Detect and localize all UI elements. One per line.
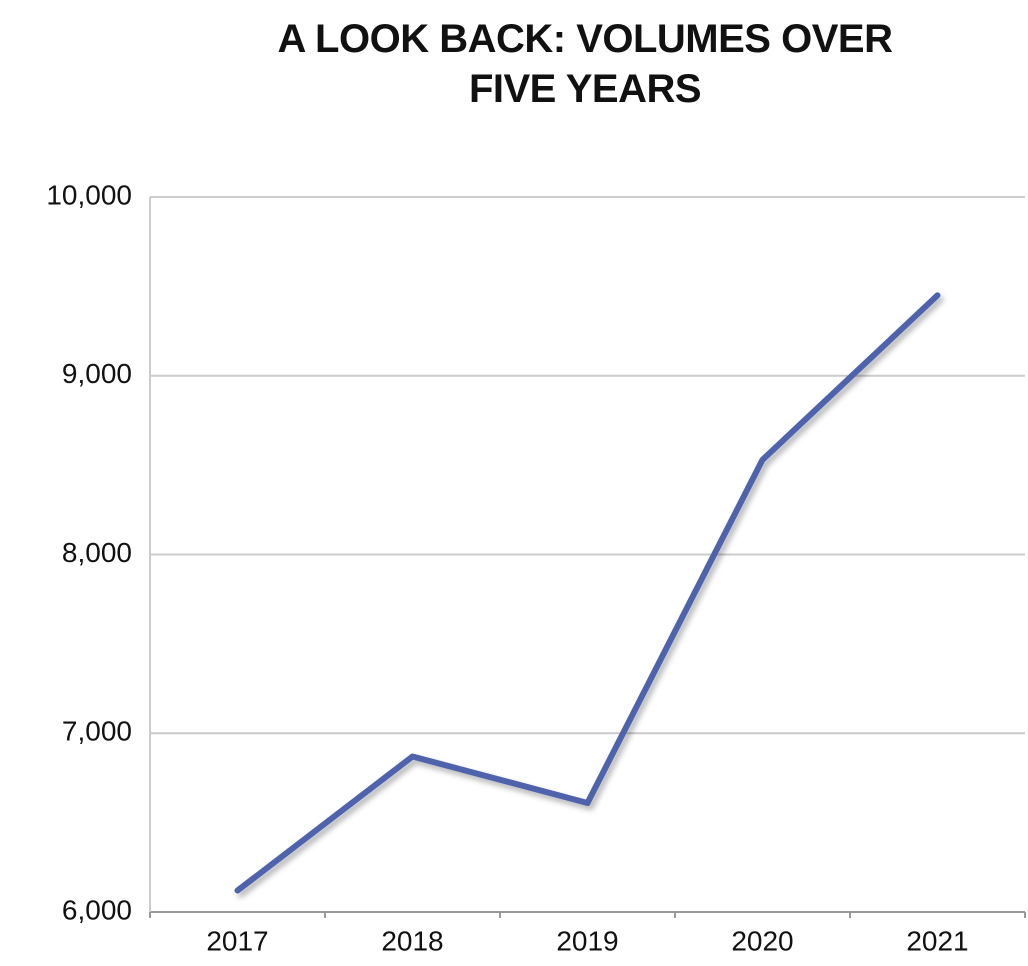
x-tick-label: 2020: [731, 925, 793, 956]
x-tick-label: 2017: [206, 925, 268, 956]
y-tick-label: 6,000: [62, 894, 132, 925]
y-tick-label: 9,000: [62, 358, 132, 389]
y-tick-label: 10,000: [46, 179, 132, 210]
y-tick-label: 8,000: [62, 537, 132, 568]
x-tick-label: 2018: [381, 925, 443, 956]
x-tick-label: 2019: [556, 925, 618, 956]
x-tick-label: 2021: [906, 925, 968, 956]
line-series: [234, 292, 941, 894]
y-tick-label: 7,000: [62, 716, 132, 747]
chart-title: A LOOK BACK: VOLUMES OVER FIVE YEARS: [277, 17, 893, 111]
